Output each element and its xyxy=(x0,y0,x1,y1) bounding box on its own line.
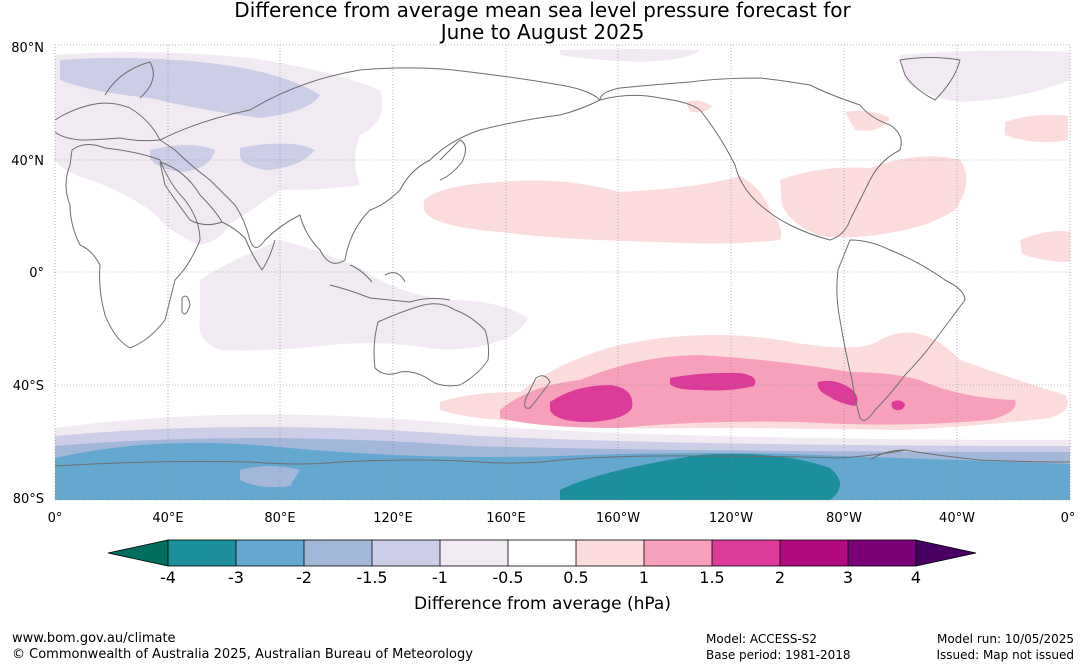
coast-asia xyxy=(159,67,601,264)
colorbar-cell xyxy=(712,540,780,566)
coast-greenland xyxy=(899,57,961,101)
anomaly-region-sp-15-mid xyxy=(670,372,756,391)
coast-south-america xyxy=(836,239,966,421)
anomaly-region-sp-15-east xyxy=(817,380,858,406)
colorbar-tick: -3 xyxy=(228,568,244,587)
anomaly-region-np-atlantic xyxy=(780,156,967,238)
colorbar-tick: -1.5 xyxy=(356,568,387,587)
coast-scandinavia xyxy=(104,61,154,99)
colorbar-extend-high xyxy=(915,539,977,567)
lon-label: 0° xyxy=(1061,511,1076,526)
anomaly-region-sp-15-west xyxy=(550,385,633,422)
base-period: Base period: 1981-2018 xyxy=(706,648,851,662)
lon-label: 40°E xyxy=(152,511,183,526)
lat-label: 80°N xyxy=(11,41,44,56)
coast-australia xyxy=(373,303,490,387)
coastlines xyxy=(55,57,1070,467)
colorbar-label: Difference from average (hPa) xyxy=(414,594,671,614)
lat-label: 0° xyxy=(29,266,44,281)
colorbar-tick: 1.5 xyxy=(699,568,724,587)
coast-new-zealand xyxy=(524,375,551,409)
colorbar-tick: 1 xyxy=(639,568,649,587)
lon-label: 120°E xyxy=(373,511,413,526)
colorbar-extend-low xyxy=(107,539,169,567)
lat-label: 80°S xyxy=(13,492,44,507)
colorbar-cell xyxy=(304,540,372,566)
lon-label: 160°E xyxy=(486,511,526,526)
colorbar-tick-labels: -4 -3 -2 -1.5 -1 -0.5 0.5 1 1.5 2 3 4 xyxy=(160,568,921,587)
lon-label: 80°W xyxy=(826,511,862,526)
coast-arabia xyxy=(159,161,223,226)
lon-label: 0° xyxy=(48,511,63,526)
anomaly-region-nn-central-asia-2 xyxy=(240,143,315,170)
colorbar-tick: -1 xyxy=(432,568,448,587)
colorbar: -4 -3 -2 -1.5 -1 -0.5 0.5 1 1.5 2 3 4 xyxy=(107,539,977,587)
coast-antarctic-peninsula xyxy=(869,449,906,461)
colorbar-tick: 0.5 xyxy=(563,568,588,587)
lat-label: 40°S xyxy=(13,379,44,394)
anomaly-region-nn-arctic-mid xyxy=(560,49,700,62)
latitude-labels: 80°N 40°N 0° 40°S 80°S xyxy=(11,41,44,507)
coast-north-america xyxy=(599,77,902,241)
model-run-date: Model run: 10/05/2025 xyxy=(936,632,1074,646)
anomaly-region-np-alaska xyxy=(686,100,712,113)
colorbar-tick: 4 xyxy=(911,568,921,587)
colorbar-tick: 3 xyxy=(843,568,853,587)
lon-label: 120°W xyxy=(709,511,753,526)
model-name: Model: ACCESS-S2 xyxy=(706,632,818,646)
colorbar-cell xyxy=(372,540,440,566)
anomaly-region-south-3 xyxy=(560,453,840,500)
colorbar-tick: -2 xyxy=(296,568,312,587)
coast-madagascar xyxy=(181,295,191,315)
colorbar-cell xyxy=(168,540,236,566)
graticule xyxy=(55,45,1070,500)
coast-antarctica xyxy=(55,449,1070,467)
colorbar-outline xyxy=(167,539,917,567)
anomaly-region-south-2b xyxy=(240,466,300,488)
lon-label: 160°W xyxy=(596,511,640,526)
anomaly-region-nn-central-asia xyxy=(150,145,215,172)
colorbar-cell xyxy=(508,540,576,566)
map-title-line-2: June to August 2025 xyxy=(440,20,645,44)
anomaly-region-np-atlantic-2 xyxy=(1020,231,1070,262)
copyright-text: © Commonwealth of Australia 2025, Austra… xyxy=(12,647,473,662)
colorbar-cell xyxy=(848,540,916,566)
colorbar-tick: -0.5 xyxy=(492,568,523,587)
anomaly-region-nn-arctic-east xyxy=(900,50,1070,102)
colorbar-cell xyxy=(644,540,712,566)
anomaly-region-np-pacific xyxy=(424,176,782,244)
colorbar-tick: -4 xyxy=(160,568,176,587)
colorbar-cell xyxy=(780,540,848,566)
coast-india xyxy=(221,221,276,271)
lat-label: 40°N xyxy=(11,154,44,169)
colorbar-tick: 2 xyxy=(775,568,785,587)
website-link[interactable]: www.bom.gov.au/climate xyxy=(12,631,176,646)
lon-label: 40°W xyxy=(939,511,975,526)
anomaly-region-np-east-atl xyxy=(1005,114,1068,143)
colorbar-cell xyxy=(236,540,304,566)
lon-label: 80°E xyxy=(264,511,295,526)
anomaly-region-np-canada xyxy=(845,110,890,131)
anomaly-region-sp-15-atl xyxy=(891,400,905,411)
map-title-line-1: Difference from average mean sea level p… xyxy=(234,0,851,22)
anomaly-field xyxy=(55,45,1070,500)
longitude-labels: 0° 40°E 80°E 120°E 160°E 160°W 120°W 80°… xyxy=(48,511,1076,526)
coast-japan xyxy=(439,139,466,181)
colorbar-cell xyxy=(440,540,508,566)
map-frame xyxy=(54,44,1071,501)
issued-status: Issued: Map not issued xyxy=(936,648,1074,662)
colorbar-cell xyxy=(576,540,644,566)
